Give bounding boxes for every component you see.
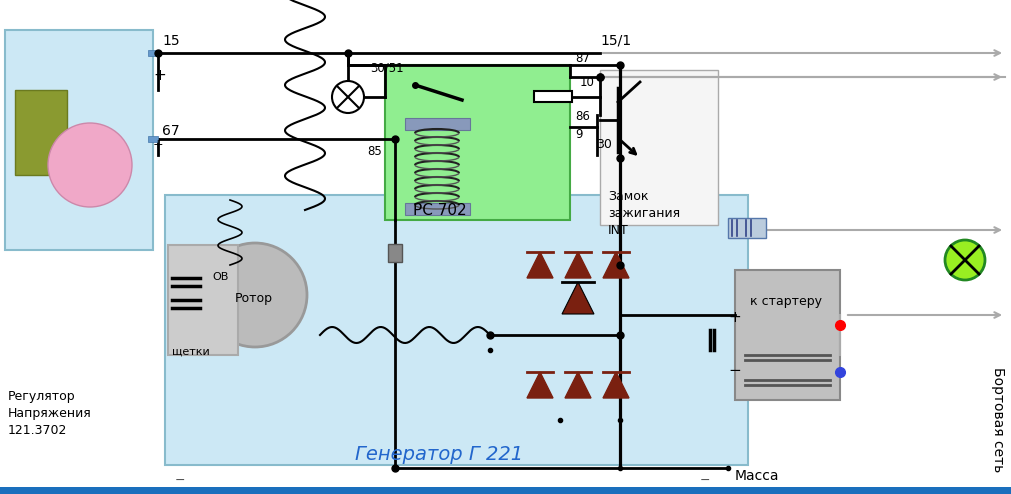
Polygon shape [562, 282, 594, 314]
Text: +: + [153, 138, 164, 151]
Text: 9: 9 [575, 128, 582, 141]
Circle shape [48, 123, 132, 207]
Text: 15: 15 [162, 34, 180, 48]
Bar [388, 244, 402, 262]
Circle shape [203, 243, 307, 347]
Polygon shape [527, 252, 553, 278]
Bar [385, 65, 570, 220]
Text: 67: 67 [162, 124, 180, 138]
Text: Ротор: Ротор [235, 292, 273, 305]
Text: Масса: Масса [735, 469, 779, 483]
Bar [168, 245, 238, 355]
Text: 85: 85 [367, 145, 382, 158]
Text: Регулятор
Напряжения
121.3702: Регулятор Напряжения 121.3702 [8, 390, 92, 437]
Text: РС 702: РС 702 [413, 203, 467, 218]
Text: 10: 10 [580, 76, 594, 89]
Text: 15/1: 15/1 [600, 34, 631, 48]
Text: 86: 86 [575, 110, 589, 123]
Text: ОВ: ОВ [212, 272, 228, 282]
Text: −: − [728, 363, 741, 378]
Bar [405, 118, 470, 130]
Bar [735, 270, 840, 400]
Bar [15, 90, 67, 175]
Text: Генератор Г 221: Генератор Г 221 [355, 445, 523, 464]
Polygon shape [565, 252, 591, 278]
Bar [148, 50, 158, 56]
Polygon shape [527, 372, 553, 398]
Bar [0, 487, 1011, 494]
Bar [600, 70, 718, 225]
Circle shape [945, 240, 985, 280]
Bar [148, 136, 158, 142]
Text: Бортовая сеть: Бортовая сеть [991, 368, 1005, 473]
Text: −: − [175, 474, 185, 487]
Polygon shape [603, 372, 629, 398]
Text: 30/51: 30/51 [370, 62, 403, 75]
Circle shape [332, 81, 364, 113]
Text: щетки: щетки [172, 347, 209, 357]
Text: 30: 30 [596, 138, 612, 151]
Text: −: − [700, 474, 711, 487]
Text: +: + [728, 310, 741, 325]
Bar [534, 91, 572, 102]
Text: Замок
зажигания
INT: Замок зажигания INT [608, 190, 680, 237]
Text: к стартеру: к стартеру [750, 295, 822, 308]
Bar [5, 30, 153, 250]
Bar [405, 203, 470, 215]
Polygon shape [603, 252, 629, 278]
Text: 87: 87 [575, 52, 589, 65]
Text: +: + [153, 68, 166, 83]
Bar [728, 218, 766, 238]
Bar [165, 195, 748, 465]
Polygon shape [565, 372, 591, 398]
